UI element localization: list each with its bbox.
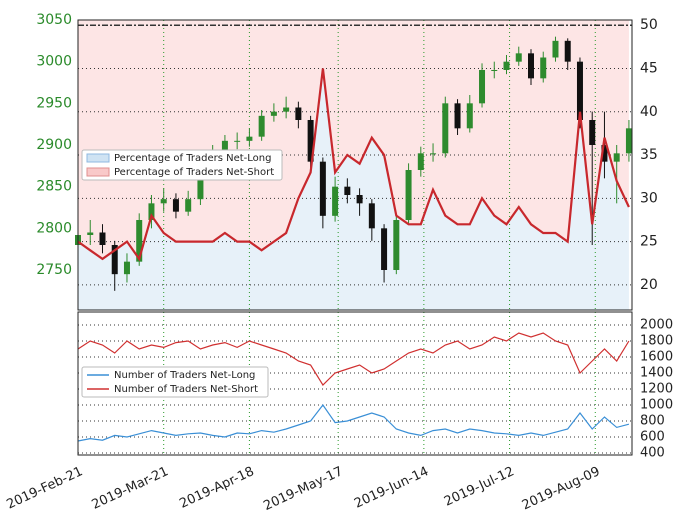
legends: Percentage of Traders Net-Long Percentage…: [81, 149, 283, 398]
y-tick-label: 1800: [640, 333, 673, 348]
y-tick-label: 2900: [36, 137, 72, 153]
net-short-area: [78, 20, 629, 259]
candle-body: [613, 153, 620, 162]
legend-swatch: [86, 167, 110, 177]
y-tick-label: 3000: [36, 54, 72, 70]
top-frame: [77, 19, 633, 311]
candle-body: [332, 186, 339, 216]
candle-body: [601, 145, 608, 162]
net-short-line: [77, 68, 630, 262]
candle-body: [87, 232, 94, 235]
legend-label: Number of Traders Net-Short: [114, 384, 258, 395]
candle-body: [283, 107, 290, 112]
y2-tick-label: 30: [640, 190, 658, 206]
candle-body: [295, 107, 302, 120]
candle-body: [185, 199, 192, 212]
candle-body: [246, 136, 253, 141]
y2-tick-label: 25: [640, 234, 658, 250]
y-tick-label: 2000: [640, 317, 673, 332]
candle-body: [319, 161, 326, 216]
candle-body: [442, 103, 449, 154]
x-tick-label: 2019-Mar-21: [90, 464, 171, 510]
candle-body: [234, 140, 241, 142]
y-tick-label: 2850: [36, 179, 72, 195]
candle-body: [491, 70, 498, 71]
y2-tick-label: 45: [640, 60, 658, 76]
candle-body: [625, 128, 632, 154]
candle-body: [258, 115, 265, 137]
candle-body: [552, 40, 559, 58]
candle-body: [160, 199, 167, 204]
legend-box: [81, 366, 269, 398]
x-tick-label: 2019-Jul-12: [442, 464, 517, 509]
y2-tick-label: 50: [640, 17, 658, 33]
y-tick-label: 1000: [640, 397, 673, 412]
y-tick-label: 800: [640, 413, 665, 428]
y-tick-label: 2800: [36, 220, 72, 236]
candle-body: [148, 203, 155, 220]
x-tick-label: 2019-Feb-21: [4, 464, 85, 510]
candle-body: [503, 61, 510, 70]
candle-body: [417, 153, 424, 170]
legend-label: Number of Traders Net-Long: [114, 370, 255, 381]
bottom-panel: 2019-Feb-21 2019-Mar-21 2019-Apr-18 2019-Ma…: [4, 312, 673, 514]
candle-body: [479, 70, 486, 104]
candle-body: [405, 170, 412, 220]
y-tick-label: 400: [640, 445, 665, 460]
candle-body: [197, 170, 204, 200]
candle-body: [540, 57, 547, 79]
candle-body: [172, 199, 179, 212]
candle-body: [221, 140, 228, 154]
candle-body: [589, 120, 596, 145]
y2-tick-label: 35: [640, 147, 658, 163]
y-tick-label: 1200: [640, 381, 673, 396]
candle-body: [454, 103, 461, 129]
candle-body: [466, 103, 473, 129]
y-tick-label: 1400: [640, 365, 673, 380]
candle-body: [99, 232, 106, 245]
candle-body: [515, 53, 522, 62]
candle-body: [527, 53, 534, 79]
candle-body: [381, 228, 388, 270]
top-panel: 2750 2800 2850 2900 2950 3000 3050 20 25 30 35 40 45…: [36, 12, 658, 310]
legend-label: Percentage of Traders Net-Long: [114, 153, 272, 164]
candle-body: [344, 186, 351, 195]
y-tick-label: 1600: [640, 349, 673, 364]
candle-body: [368, 203, 375, 229]
net-long-area: [78, 68, 629, 310]
y2-tick-label: 40: [640, 104, 658, 120]
x-tick-label: 2019-Aug-09: [520, 464, 603, 510]
candle-body: [356, 195, 363, 204]
candle-body: [270, 111, 277, 116]
candle-body: [123, 261, 130, 275]
candle-body: [564, 40, 571, 62]
candle-body: [576, 61, 583, 120]
legend-swatch: [86, 153, 110, 163]
legend-label: Percentage of Traders Net-Short: [114, 167, 274, 178]
legend-box: [81, 149, 283, 181]
bottom-frame: [77, 311, 633, 456]
y-tick-label: 600: [640, 429, 665, 444]
candle-body: [393, 220, 400, 270]
series-line: [77, 332, 630, 386]
candle-body: [430, 153, 437, 155]
x-tick-label: 2019-Apr-18: [177, 464, 256, 510]
series-line: [77, 403, 630, 442]
candle-body: [307, 120, 314, 162]
y-tick-label: 3050: [36, 12, 72, 28]
x-tick-label: 2019-May-17: [261, 464, 345, 510]
y2-tick-label: 20: [640, 277, 658, 293]
y-tick-label: 2950: [36, 95, 72, 111]
x-tick-label: 2019-Jun-14: [352, 464, 431, 510]
candle-body: [136, 220, 143, 262]
y-tick-label: 2750: [36, 262, 72, 278]
candle-body: [111, 245, 118, 275]
